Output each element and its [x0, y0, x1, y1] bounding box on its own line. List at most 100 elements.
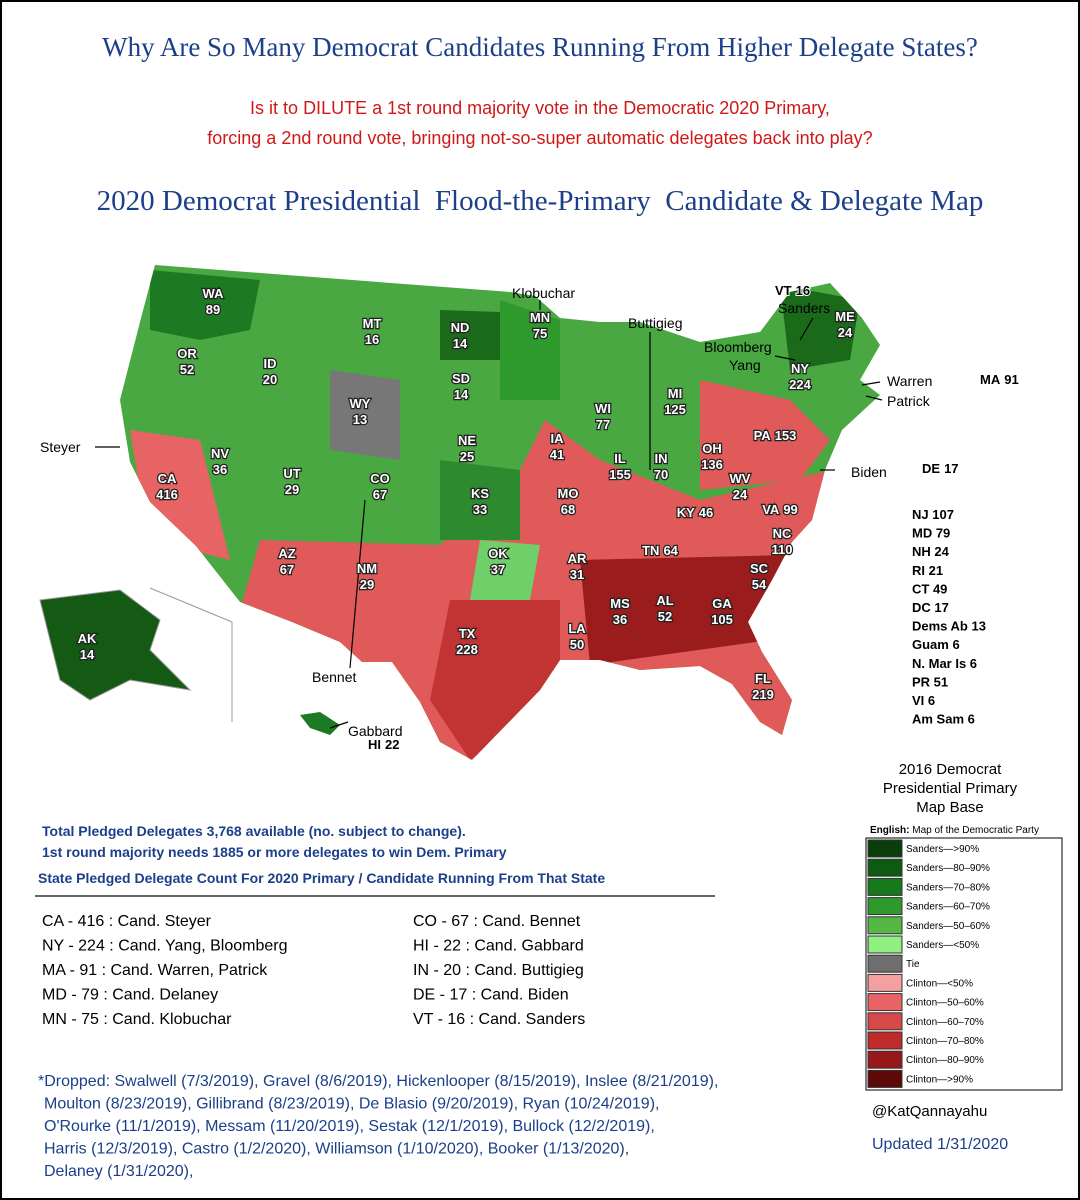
question-line: Is it to DILUTE a 1st round majority vot… — [250, 98, 830, 118]
candidate-label: Buttigieg — [628, 315, 682, 331]
candidate-entry: MA - 91 : Cand. Warren, Patrick — [42, 962, 268, 979]
state-abbr: IN — [655, 451, 668, 466]
candidate-label: Warren — [887, 373, 932, 389]
candidate-entry: HI - 22 : Cand. Gabbard — [413, 938, 584, 955]
state-delegates: 68 — [561, 502, 575, 517]
state-abbr: ND — [451, 320, 470, 335]
dropped-line: Harris (12/3/2019), Castro (1/2/2020), W… — [44, 1141, 629, 1158]
state-abbr: LA — [568, 621, 586, 636]
legend-swatch — [867, 858, 903, 877]
state-delegates: 24 — [838, 325, 853, 340]
candidate-entry: CO - 67 : Cand. Bennet — [413, 913, 581, 930]
state-delegates: 24 — [733, 487, 748, 502]
note: Total Pledged Delegates 3,768 available … — [42, 823, 466, 839]
legend-source: English: Map of the Democratic Party — [870, 825, 1039, 836]
state-abbr: FL — [755, 671, 771, 686]
state-label: KY 46 — [677, 505, 714, 520]
candidate-label: Gabbard — [348, 723, 402, 739]
title: Why Are So Many Democrat Candidates Runn… — [102, 32, 978, 62]
state-delegates: 52 — [658, 609, 672, 624]
legend-swatch — [867, 993, 903, 1012]
state-abbr: OR — [177, 346, 197, 361]
candidate-entry: CA - 416 : Cand. Steyer — [42, 913, 212, 930]
state-abbr: TN — [642, 543, 659, 558]
state-delegates: 36 — [213, 462, 227, 477]
state-delegates: 110 — [772, 542, 793, 557]
state-abbr: MO — [558, 486, 579, 501]
candidate-entry: MD - 79 : Cand. Delaney — [42, 987, 218, 1004]
state-delegates: 17 — [944, 461, 958, 476]
state-abbr: UT — [283, 466, 300, 481]
legend-swatch — [867, 935, 903, 954]
state-delegates: 99 — [783, 502, 797, 517]
candidate-label: Patrick — [887, 393, 931, 409]
state-delegates: 41 — [550, 447, 564, 462]
legend-label: Clinton—>90% — [906, 1074, 973, 1085]
legend-title: 2016 Democrat — [899, 761, 1002, 778]
subtitle: 2020 Democrat Presidential Flood-the-Pri… — [97, 185, 984, 217]
state-abbr: DE — [922, 461, 940, 476]
state-abbr: SC — [750, 561, 769, 576]
hawaii — [300, 712, 340, 735]
extra-delegates: MD 79 — [912, 526, 950, 541]
candidate-entry: NY - 224 : Cand. Yang, Bloomberg — [42, 938, 287, 955]
legend-label: Sanders—80–90% — [906, 863, 990, 874]
legend-swatch — [867, 973, 903, 992]
state-delegates: 64 — [663, 543, 678, 558]
state-abbr: IA — [551, 431, 565, 446]
candidate-label: Steyer — [40, 439, 81, 455]
leader-lines — [35, 300, 883, 897]
state-abbr: NM — [357, 561, 377, 576]
state-delegates: 37 — [491, 562, 505, 577]
candidate-entry: DE - 17 : Cand. Biden — [413, 987, 569, 1004]
legend-swatch — [867, 1050, 903, 1069]
legend-title: Presidential Primary — [883, 780, 1018, 797]
note: 1st round majority needs 1885 or more de… — [42, 844, 507, 860]
dropped-line: Delaney (1/31/2020), — [44, 1163, 193, 1180]
legend-label: Clinton—50–60% — [906, 998, 984, 1009]
candidate-label: Yang — [729, 357, 761, 373]
candidate-entry: VT - 16 : Cand. Sanders — [413, 1011, 585, 1028]
state-abbr: ID — [264, 356, 277, 371]
state-abbr: TX — [459, 626, 476, 641]
state-abbr: MS — [610, 596, 630, 611]
state-abbr: NE — [458, 433, 476, 448]
state-delegates: 52 — [180, 362, 194, 377]
state-delegates: 89 — [206, 302, 220, 317]
state-label: TN 64 — [642, 543, 679, 558]
legend-label: Sanders—50–60% — [906, 921, 990, 932]
legend-label: Clinton—70–80% — [906, 1036, 984, 1047]
legend-label: Sanders—70–80% — [906, 882, 990, 893]
extra-delegates: VI 6 — [912, 693, 935, 708]
extra-delegates: NJ 107 — [912, 507, 954, 522]
legend-swatch — [867, 877, 903, 896]
candidate-entry: IN - 20 : Cand. Buttigieg — [413, 962, 584, 979]
state-abbr: VT — [775, 283, 792, 298]
legend-label: Tie — [906, 959, 920, 970]
legend-swatch — [867, 1012, 903, 1031]
state-label: VT 16 — [775, 283, 810, 298]
extra-delegates: PR 51 — [912, 674, 948, 689]
legend-label: Clinton—60–70% — [906, 1017, 984, 1028]
extra-delegates: RI 21 — [912, 563, 943, 578]
extra-delegates: Am Sam 6 — [912, 712, 975, 727]
state-delegates: 46 — [699, 505, 713, 520]
extra-delegates: Dems Ab 13 — [912, 619, 986, 634]
state-delegates: 50 — [570, 637, 584, 652]
updated: Updated 1/31/2020 — [872, 1136, 1008, 1153]
state-delegates: 20 — [263, 372, 277, 387]
state-delegates: 29 — [285, 482, 299, 497]
state-abbr: WV — [730, 471, 751, 486]
dropped-line: *Dropped: Swalwell (7/3/2019), Gravel (8… — [38, 1073, 718, 1090]
state-delegates: 228 — [456, 642, 478, 657]
candidate-label: Sanders — [778, 300, 830, 316]
legend-swatch — [867, 916, 903, 935]
state-delegates: 25 — [460, 449, 474, 464]
state-delegates: 105 — [711, 612, 733, 627]
state-delegates: 13 — [353, 412, 367, 427]
state-abbr: NV — [211, 446, 229, 461]
state-delegates: 416 — [156, 487, 178, 502]
state-delegates: 16 — [365, 332, 379, 347]
credit: @KatQannayahu — [872, 1103, 987, 1120]
candidate-label: Bennet — [312, 669, 356, 685]
